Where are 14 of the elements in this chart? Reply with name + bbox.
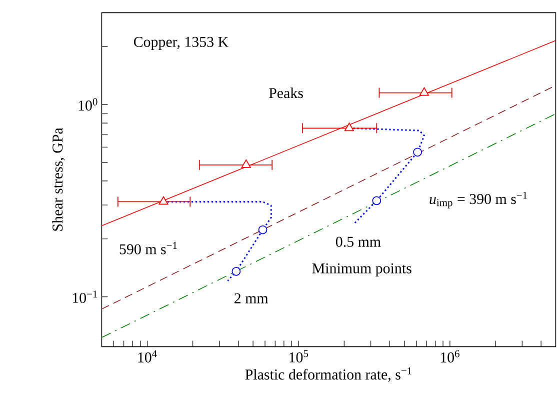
annotation: Peaks — [269, 88, 303, 98]
x-tick-label: 10$^{4}$ — [138, 350, 157, 362]
annotation: u$_{imp}$ = 390 m s$^{−1}$ — [430, 192, 527, 208]
y-axis-title: Shear stress, GPa — [52, 128, 65, 231]
annotation: 590 m s$^{−1}$ — [120, 242, 177, 254]
annotation: 2 mm — [234, 293, 268, 304]
annotation: Minimum points — [312, 263, 412, 276]
annotation: 0.5 mm — [336, 236, 381, 247]
y-tick-label: 10$^{−1}$ — [72, 290, 98, 303]
x-tick-label: 10$^{6}$ — [440, 350, 460, 362]
x-axis-title: Plastic deformation rate, s$^{−1}$ — [245, 367, 412, 382]
y-tick-label: 10$^{0}$ — [78, 98, 98, 111]
annotation: Copper, 1353 K — [134, 36, 228, 50]
x-tick-label: 10$^{5}$ — [290, 350, 308, 362]
